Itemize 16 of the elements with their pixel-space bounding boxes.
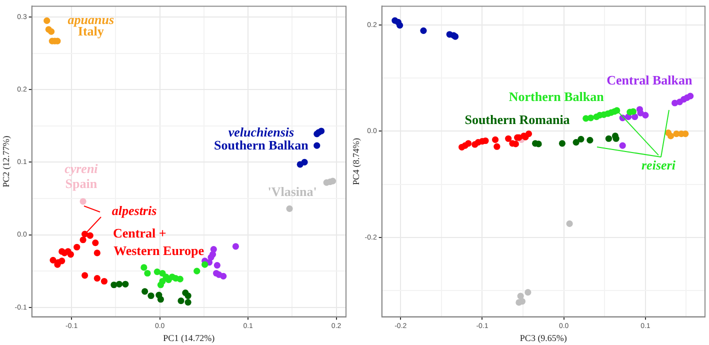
y-axis-title: PC4 (8.74%) <box>350 138 361 185</box>
y-axis-title: PC2 (12.77%) <box>0 136 11 188</box>
annotation: Northern Balkan <box>508 88 605 104</box>
annotation: veluchiensis <box>228 124 294 140</box>
annotation: Central + <box>112 226 166 241</box>
annotation: Central Balkan <box>606 72 693 88</box>
annotation: cyreni <box>64 160 98 176</box>
annotation: reiseri <box>641 158 676 173</box>
annotation: Western Europe <box>114 242 204 258</box>
x-axis-title: PC3 (9.65%) <box>520 332 567 343</box>
annotation: Southern Romania <box>464 112 570 127</box>
annotation: Spain <box>65 176 98 192</box>
annotation: 'Vlasina' <box>268 184 317 199</box>
x-axis-title: PC1 (14.72%) <box>163 332 215 343</box>
annotation: Southern Balkan <box>214 138 310 153</box>
annotation: alpestris <box>112 202 157 218</box>
